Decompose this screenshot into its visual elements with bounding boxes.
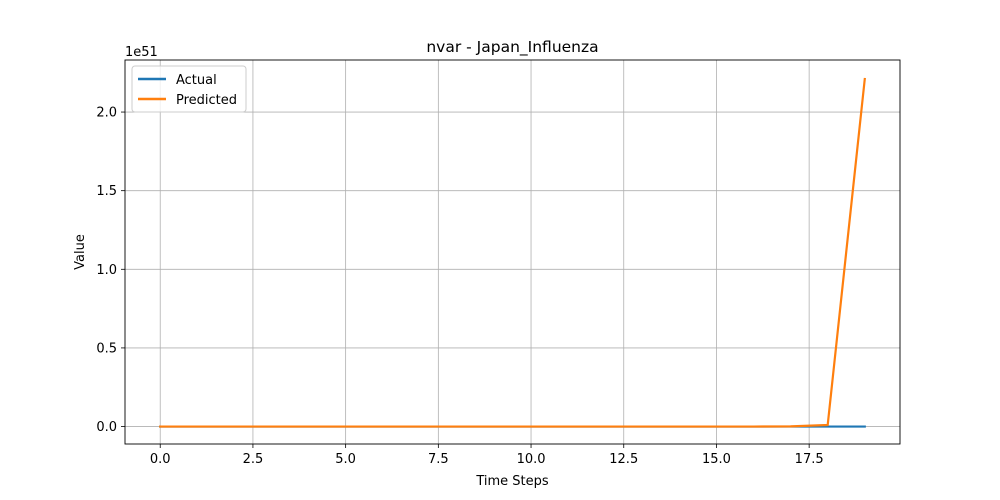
plot-frame [124, 59, 901, 445]
x-tick-label: 7.5 [428, 452, 449, 467]
y-axis-label: Value [73, 234, 88, 270]
x-tick-label: 17.5 [795, 452, 824, 467]
legend-label-predicted: Predicted [176, 93, 237, 108]
y-tick-label: 0.0 [96, 420, 117, 435]
x-tick-label: 5.0 [335, 452, 356, 467]
x-tick-label: 0.0 [150, 452, 171, 467]
legend: Actual Predicted [131, 65, 247, 113]
x-axis-label: Time Steps [475, 474, 549, 489]
y-tick-label: 1.0 [96, 263, 117, 278]
legend-label-actual: Actual [176, 73, 217, 88]
series-line-predicted [159, 77, 866, 428]
chart-title: nvar - Japan_Influenza [426, 38, 598, 57]
y-axis-offset-text: 1e51 [125, 45, 158, 60]
y-tick-label: 2.0 [96, 106, 117, 121]
y-axis-ticks: 0.0 0.5 1.0 1.5 2.0 [96, 106, 125, 435]
x-tick-label: 15.0 [702, 452, 731, 467]
legend-box [131, 65, 247, 113]
x-tick-label: 12.5 [609, 452, 638, 467]
series-lines [159, 77, 866, 428]
x-axis-ticks: 0.0 2.5 5.0 7.5 10.0 12.5 15.0 17.5 [150, 444, 824, 467]
y-tick-label: 0.5 [96, 341, 117, 356]
x-tick-label: 2.5 [243, 452, 264, 467]
y-tick-label: 1.5 [96, 184, 117, 199]
x-tick-label: 10.0 [517, 452, 546, 467]
